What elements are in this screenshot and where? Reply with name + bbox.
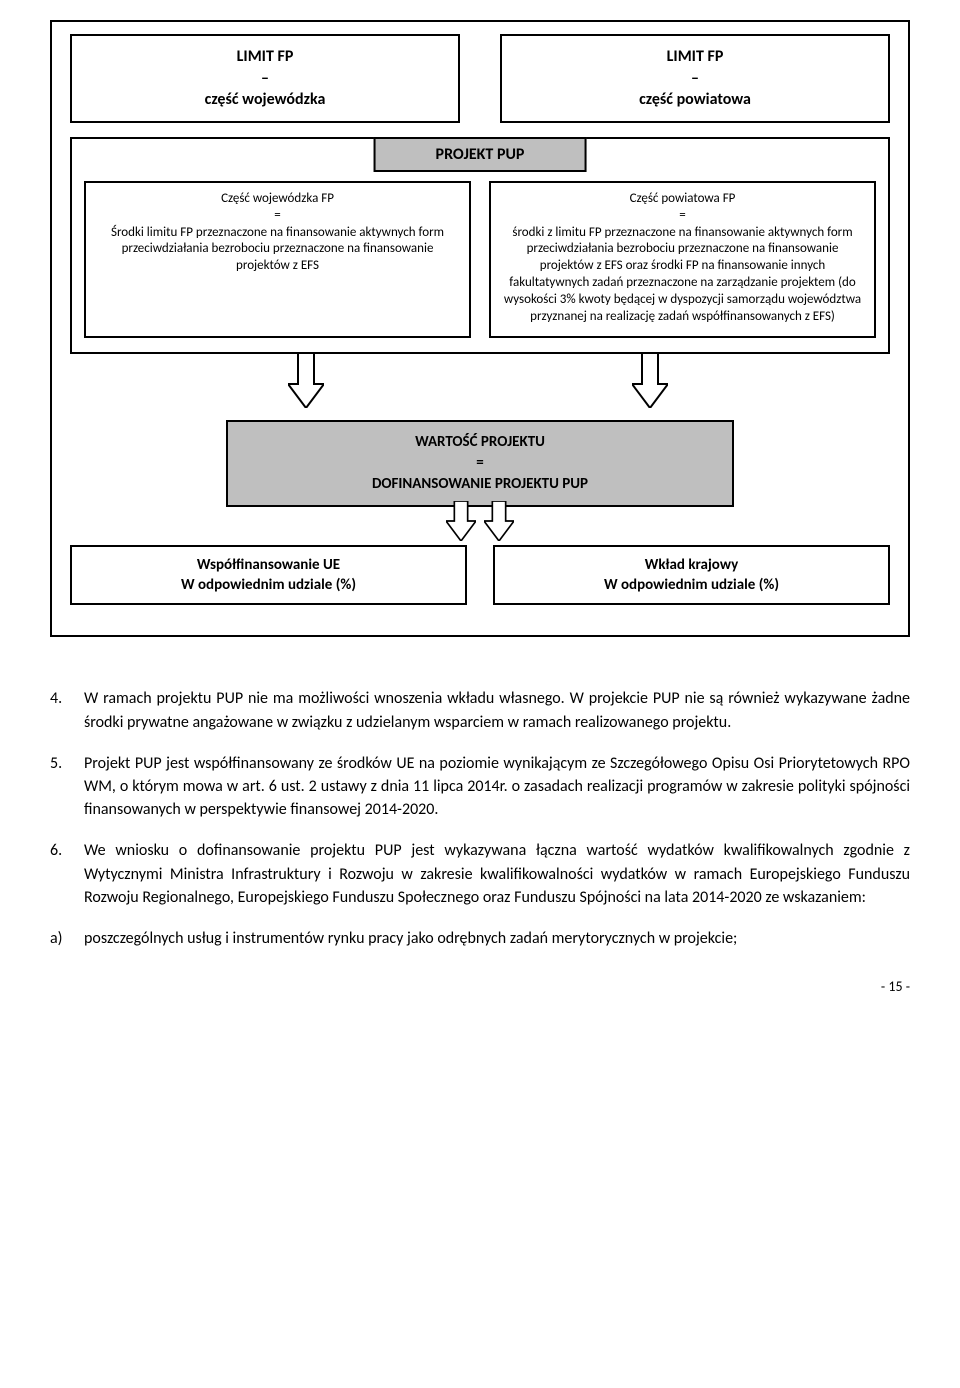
paragraph-4: 4. W ramach projektu PUP nie ma możliwoś… bbox=[50, 687, 910, 733]
limit-right-l1: LIMIT FP bbox=[510, 46, 880, 68]
limit-left-l3: część wojewódzka bbox=[80, 89, 450, 111]
arrow-down-icon bbox=[446, 501, 476, 541]
projekt-pup-container: PROJEKT PUP Część wojewódzka FP = Środki… bbox=[70, 137, 890, 354]
arrow-row-2 bbox=[70, 501, 890, 541]
czesc-left-eq: = bbox=[96, 208, 459, 225]
para-num: 4. bbox=[50, 687, 84, 733]
wartosc-projektu-box: WARTOŚĆ PROJEKTU = DOFINANSOWANIE PROJEK… bbox=[226, 420, 734, 507]
czesc-right-title: Część powiatowa FP bbox=[501, 191, 864, 208]
para-num: 6. bbox=[50, 839, 84, 909]
limit-right-l2: – bbox=[510, 68, 880, 90]
paragraph-list: 4. W ramach projektu PUP nie ma możliwoś… bbox=[50, 687, 910, 950]
limit-row: LIMIT FP – część wojewódzka LIMIT FP – c… bbox=[70, 34, 890, 123]
value-l1: WARTOŚĆ PROJEKTU bbox=[248, 432, 712, 453]
czesc-left-body: Środki limitu FP przeznaczone na finanso… bbox=[96, 225, 459, 276]
para-text: We wniosku o dofinansowanie projektu PUP… bbox=[84, 839, 910, 909]
para-text: W ramach projektu PUP nie ma możliwości … bbox=[84, 687, 910, 733]
arrow-down-icon bbox=[632, 352, 668, 408]
value-l3: DOFINANSOWANIE PROJEKTU PUP bbox=[248, 474, 712, 495]
limit-right-l3: część powiatowa bbox=[510, 89, 880, 111]
arrow-down-icon bbox=[484, 501, 514, 541]
para-num: a) bbox=[50, 927, 84, 950]
value-l2: = bbox=[248, 453, 712, 474]
paragraph-6: 6. We wniosku o dofinansowanie projektu … bbox=[50, 839, 910, 909]
para-text: Projekt PUP jest współfinansowany ze śro… bbox=[84, 752, 910, 822]
czesc-wojewodzka-box: Część wojewódzka FP = Środki limitu FP p… bbox=[84, 181, 471, 338]
cofinance-row: Współfinansowanie UE W odpowiednim udzia… bbox=[70, 545, 890, 606]
paragraph-a: a) poszczególnych usług i instrumentów r… bbox=[50, 927, 910, 950]
arrow-down-icon bbox=[288, 352, 324, 408]
para-text: poszczególnych usług i instrumentów rynk… bbox=[84, 927, 910, 950]
diagram-outer-frame: LIMIT FP – część wojewódzka LIMIT FP – c… bbox=[50, 20, 910, 637]
arrow-row-1 bbox=[70, 354, 890, 414]
czesc-row: Część wojewódzka FP = Środki limitu FP p… bbox=[84, 181, 876, 338]
para-num: 5. bbox=[50, 752, 84, 822]
limit-left-l1: LIMIT FP bbox=[80, 46, 450, 68]
limit-left-l2: – bbox=[80, 68, 450, 90]
wspolfinansowanie-ue-box: Współfinansowanie UE W odpowiednim udzia… bbox=[70, 545, 467, 606]
cof-left-l2: W odpowiednim udziale (%) bbox=[82, 575, 455, 595]
cof-left-l1: Współfinansowanie UE bbox=[82, 555, 455, 575]
projekt-pup-tab: PROJEKT PUP bbox=[374, 137, 587, 172]
paragraph-5: 5. Projekt PUP jest współfinansowany ze … bbox=[50, 752, 910, 822]
czesc-powiatowa-box: Część powiatowa FP = środki z limitu FP … bbox=[489, 181, 876, 338]
czesc-right-eq: = bbox=[501, 208, 864, 225]
czesc-left-title: Część wojewódzka FP bbox=[96, 191, 459, 208]
czesc-right-body: środki z limitu FP przeznaczone na finan… bbox=[501, 225, 864, 326]
page-number: - 15 - bbox=[50, 978, 910, 995]
wklad-krajowy-box: Wkład krajowy W odpowiednim udziale (%) bbox=[493, 545, 890, 606]
cof-right-l2: W odpowiednim udziale (%) bbox=[505, 575, 878, 595]
cof-right-l1: Wkład krajowy bbox=[505, 555, 878, 575]
limit-box-wojewodzka: LIMIT FP – część wojewódzka bbox=[70, 34, 460, 123]
limit-box-powiatowa: LIMIT FP – część powiatowa bbox=[500, 34, 890, 123]
